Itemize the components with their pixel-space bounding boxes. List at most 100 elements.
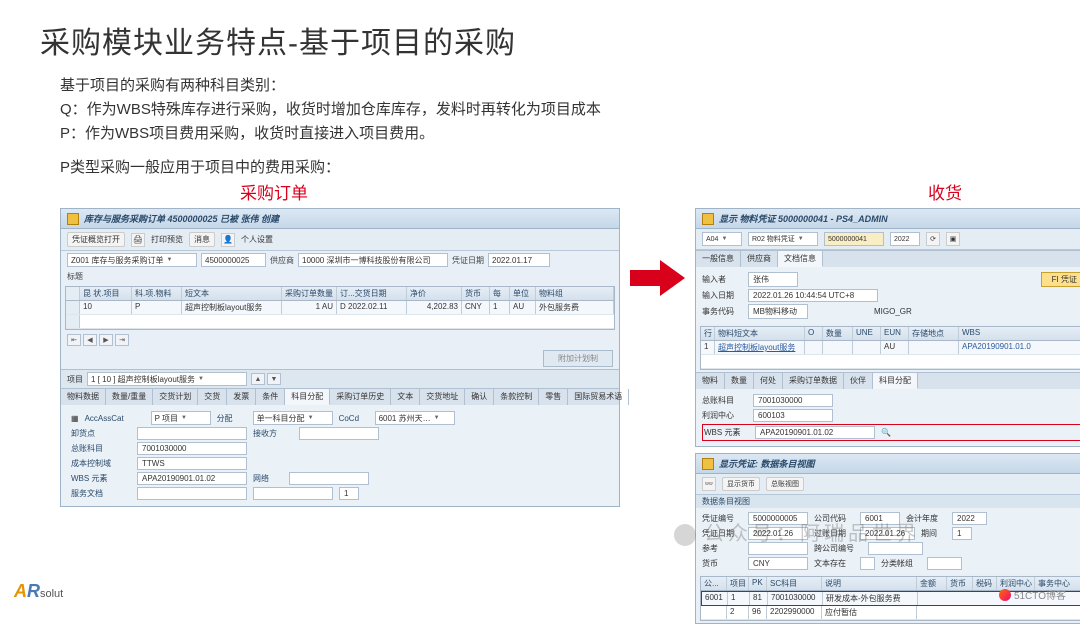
gt5[interactable]: 科目分配 bbox=[873, 373, 918, 389]
cell-price: 4,202.83 bbox=[407, 301, 462, 314]
tab-10[interactable]: 确认 bbox=[465, 389, 494, 405]
tab-3[interactable]: 交货 bbox=[198, 389, 227, 405]
gt4[interactable]: 伙伴 bbox=[844, 373, 873, 389]
gr-action-combo[interactable]: A04 bbox=[702, 232, 742, 246]
pager-next[interactable]: ▶ bbox=[99, 334, 113, 346]
gr-tab3[interactable]: 文档信息 bbox=[778, 251, 823, 267]
tab-11[interactable]: 条款控制 bbox=[494, 389, 539, 405]
toolbar-msg[interactable]: 消息 bbox=[189, 232, 215, 247]
gh6: 存储地点 bbox=[909, 327, 959, 340]
po-window-title: 库存与服务采购订单 4500000025 已被 张伟 创建 bbox=[84, 212, 279, 225]
item-section-label: 项目 bbox=[67, 374, 83, 385]
po-date[interactable]: 2022.01.17 bbox=[488, 253, 550, 267]
fc14: 研发成本-外包服务费 bbox=[823, 592, 918, 605]
wbs2-field[interactable]: APA20190901.01.02 bbox=[755, 426, 875, 439]
pager-last[interactable]: ⇥ bbox=[115, 334, 129, 346]
f9l: 货币 bbox=[702, 558, 742, 569]
tab-7[interactable]: 采购订单历史 bbox=[330, 389, 391, 405]
gl-view[interactable]: 总账视图 bbox=[766, 477, 804, 491]
pc-field[interactable]: 600103 bbox=[753, 409, 833, 422]
toolbar-personal[interactable]: 个人设置 bbox=[241, 234, 273, 245]
tab-6[interactable]: 科目分配 bbox=[285, 389, 330, 405]
gr-tab1[interactable]: 一般信息 bbox=[696, 251, 741, 267]
gt3[interactable]: 采购订单数据 bbox=[783, 373, 844, 389]
entry-field: 张伟 bbox=[748, 272, 798, 287]
pager-first[interactable]: ⇤ bbox=[67, 334, 81, 346]
cocd-combo[interactable]: 6001 苏州天… bbox=[375, 411, 455, 425]
gr-doc-field[interactable]: 5000000041 bbox=[824, 232, 884, 246]
wbs-field[interactable]: APA20190901.01.02 bbox=[137, 472, 247, 485]
cc-field[interactable]: TTWS bbox=[137, 457, 247, 470]
po-grid-row[interactable]: 10 P 超声控制板layout服务 1 AU D 2022.02.11 4,2… bbox=[66, 301, 614, 315]
blog-icon bbox=[999, 589, 1011, 601]
label-po: 采购订单 bbox=[240, 179, 308, 204]
fi-doc-title: 显示凭证: 数据条目视图 bbox=[719, 457, 815, 470]
sf-field3[interactable]: 1 bbox=[339, 487, 359, 500]
gt2[interactable]: 何处 bbox=[754, 373, 783, 389]
gh1: 物料短文本 bbox=[715, 327, 805, 340]
item-combo[interactable]: 1 [ 10 ] 超声控制板layout服务 bbox=[87, 372, 247, 386]
arrow-icon bbox=[630, 258, 685, 298]
tab-5[interactable]: 条件 bbox=[256, 389, 285, 405]
fc10: 6001 bbox=[702, 592, 728, 605]
sf-field2[interactable] bbox=[253, 487, 333, 500]
exec-icon[interactable]: ▣ bbox=[946, 232, 960, 246]
dist-combo[interactable]: 单一科目分配 bbox=[253, 411, 333, 425]
fi-doc-badge[interactable]: FI 凭证 bbox=[1041, 272, 1080, 287]
cell-mg: 外包服务费 bbox=[536, 301, 614, 314]
gt0[interactable]: 物料 bbox=[696, 373, 725, 389]
disp-curr[interactable]: 显示货币 bbox=[722, 477, 760, 491]
recv-field[interactable] bbox=[299, 427, 379, 440]
tab-13[interactable]: 国际贸易术语 bbox=[568, 389, 629, 405]
unload-field[interactable] bbox=[137, 427, 247, 440]
gt1[interactable]: 数量 bbox=[725, 373, 754, 389]
gl-field[interactable]: 7001030000 bbox=[137, 442, 247, 455]
po-grid-row-empty[interactable] bbox=[66, 315, 614, 329]
gc7[interactable]: APA20190901.01.0 bbox=[959, 341, 1080, 354]
fi-row2[interactable]: 2 96 2202990000 应付暂估 bbox=[701, 606, 1080, 620]
tab-1[interactable]: 数量/重量 bbox=[106, 389, 153, 405]
vendor-field[interactable]: 10000 深圳市一博科技股份有限公司 bbox=[298, 253, 448, 267]
toolbar-print[interactable]: 打印预览 bbox=[151, 234, 183, 245]
item-pager-up[interactable]: ▲ bbox=[251, 373, 265, 385]
tab-9[interactable]: 交货地址 bbox=[420, 389, 465, 405]
gr-column: 显示 物料凭证 5000000041 - PS4_ADMIN A04 R02 物… bbox=[695, 208, 1080, 624]
po-docno[interactable]: 4500000025 bbox=[201, 253, 266, 267]
tab-2[interactable]: 交货计划 bbox=[153, 389, 198, 405]
tab-0[interactable]: 物料数据 bbox=[61, 389, 106, 405]
gc1[interactable]: 超声控制板layout服务 bbox=[715, 341, 805, 354]
gh0: 行 bbox=[701, 327, 715, 340]
footer-credit: 51CTO博客 bbox=[999, 587, 1066, 602]
net-field[interactable] bbox=[289, 472, 369, 485]
toolbar-overview[interactable]: 凭证概览打开 bbox=[67, 232, 125, 247]
gr-ref-combo[interactable]: R02 物料凭证 bbox=[748, 232, 818, 246]
dist-label: 分配 bbox=[217, 413, 247, 424]
print-preview-icon[interactable]: 🖨 bbox=[131, 233, 145, 247]
gr-year-field[interactable]: 2022 bbox=[890, 232, 920, 246]
desc-line3: P：作为WBS项目费用采购，收货时直接进入项目费用。 bbox=[60, 122, 1040, 146]
pager-prev[interactable]: ◀ bbox=[83, 334, 97, 346]
gl2-field[interactable]: 7001030000 bbox=[753, 394, 833, 407]
fh6: 货币 bbox=[947, 577, 973, 590]
po-type-combo[interactable]: Z001 库存与服务采购订单 bbox=[67, 253, 197, 267]
f11v bbox=[927, 557, 962, 570]
acccat-combo[interactable]: P 项目 bbox=[151, 411, 211, 425]
item-pager-down[interactable]: ▼ bbox=[267, 373, 281, 385]
refresh-icon[interactable]: ⟳ bbox=[926, 232, 940, 246]
tab-4[interactable]: 发票 bbox=[227, 389, 256, 405]
tab-12[interactable]: 零售 bbox=[539, 389, 568, 405]
sf-field[interactable] bbox=[137, 487, 247, 500]
sap-logo-icon bbox=[67, 213, 79, 225]
col-per: 每 bbox=[490, 287, 510, 300]
po-grid-head: 昆 状.项目 科.项.物料 短文本 采购订单数量 订...交货日期 净价 货币 … bbox=[66, 287, 614, 301]
unload-label: 卸货点 bbox=[71, 428, 131, 439]
search-icon[interactable]: 🔍 bbox=[881, 428, 891, 437]
fh7: 税码 bbox=[973, 577, 997, 590]
addplan-button[interactable]: 附加计划制 bbox=[543, 350, 613, 367]
glasses-icon[interactable]: 👓 bbox=[702, 477, 716, 491]
person-icon[interactable]: 👤 bbox=[221, 233, 235, 247]
gr-tab2[interactable]: 供应商 bbox=[741, 251, 778, 267]
expand-icon[interactable]: ▦ bbox=[71, 414, 79, 423]
gr-window: 显示 物料凭证 5000000041 - PS4_ADMIN A04 R02 物… bbox=[695, 208, 1080, 447]
tab-8[interactable]: 文本 bbox=[391, 389, 420, 405]
